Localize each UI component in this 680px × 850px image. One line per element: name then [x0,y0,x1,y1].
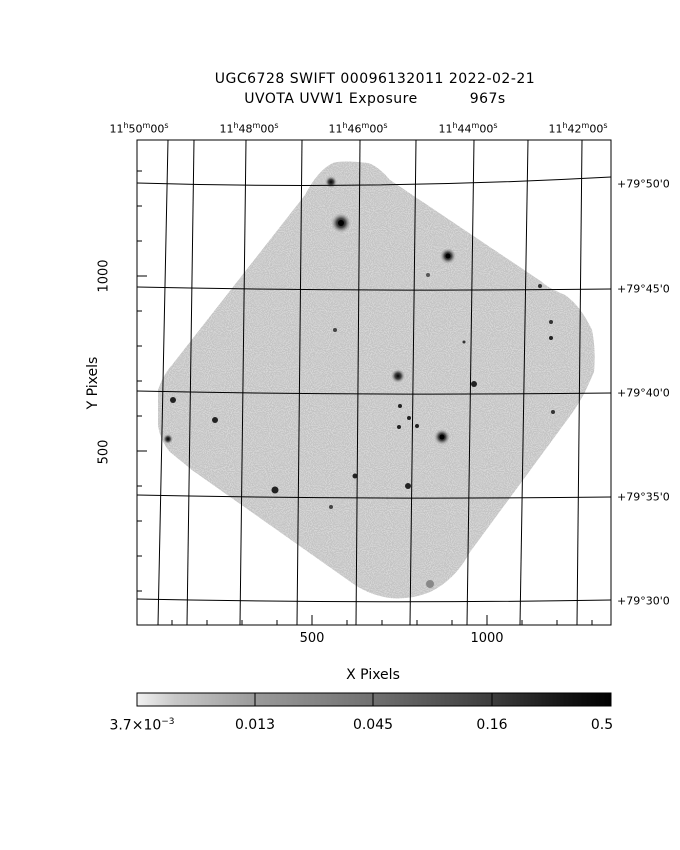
ra-tick: 11h48m00s [219,121,279,136]
dec-tick: +79°30'0 [617,594,670,608]
colorbar-tick-label: 0.045 [352,717,394,733]
y-tick-label: 1000 [96,259,112,293]
x-axis-label: X Pixels [346,667,400,683]
coordinate-grid [136,139,612,626]
subtitle-exposure: 967s [469,91,506,107]
colorbar-tick-label: 3.7×10−3 [109,717,175,734]
exposure-field [158,161,595,599]
y-axis-label: Y Pixels [85,356,101,410]
dec-tick: +79°50'0 [617,177,670,191]
colorbar-tick-label: 0.5 [590,717,614,733]
plot-title: UGC6728 SWIFT 00096132011 2022-02-21 [214,71,536,87]
dec-tick: +79°40'0 [617,386,670,400]
sources [163,176,555,588]
colorbar-tick-label: 0.013 [234,717,276,733]
plot-subtitle: UVOTA UVW1 Exposure 967s [0,91,680,107]
colorbar-tick-label: 0.16 [476,717,508,733]
ra-tick: 11h46m00s [328,121,388,136]
pixel-ticks [137,170,593,625]
colorbar [136,692,612,707]
subtitle-filter: UVOTA UVW1 Exposure [244,91,418,107]
y-tick-label: 500 [96,439,112,465]
x-tick-label: 500 [299,631,325,646]
ra-tick: 11h50m00s [109,121,169,136]
dec-tick: +79°45'0 [617,282,670,296]
dec-tick: +79°35'0 [617,490,670,504]
ra-tick: 11h42m00s [548,121,608,136]
ra-tick: 11h44m00s [438,121,498,136]
x-tick-label: 1000 [470,631,504,646]
plot-frame [136,139,612,626]
